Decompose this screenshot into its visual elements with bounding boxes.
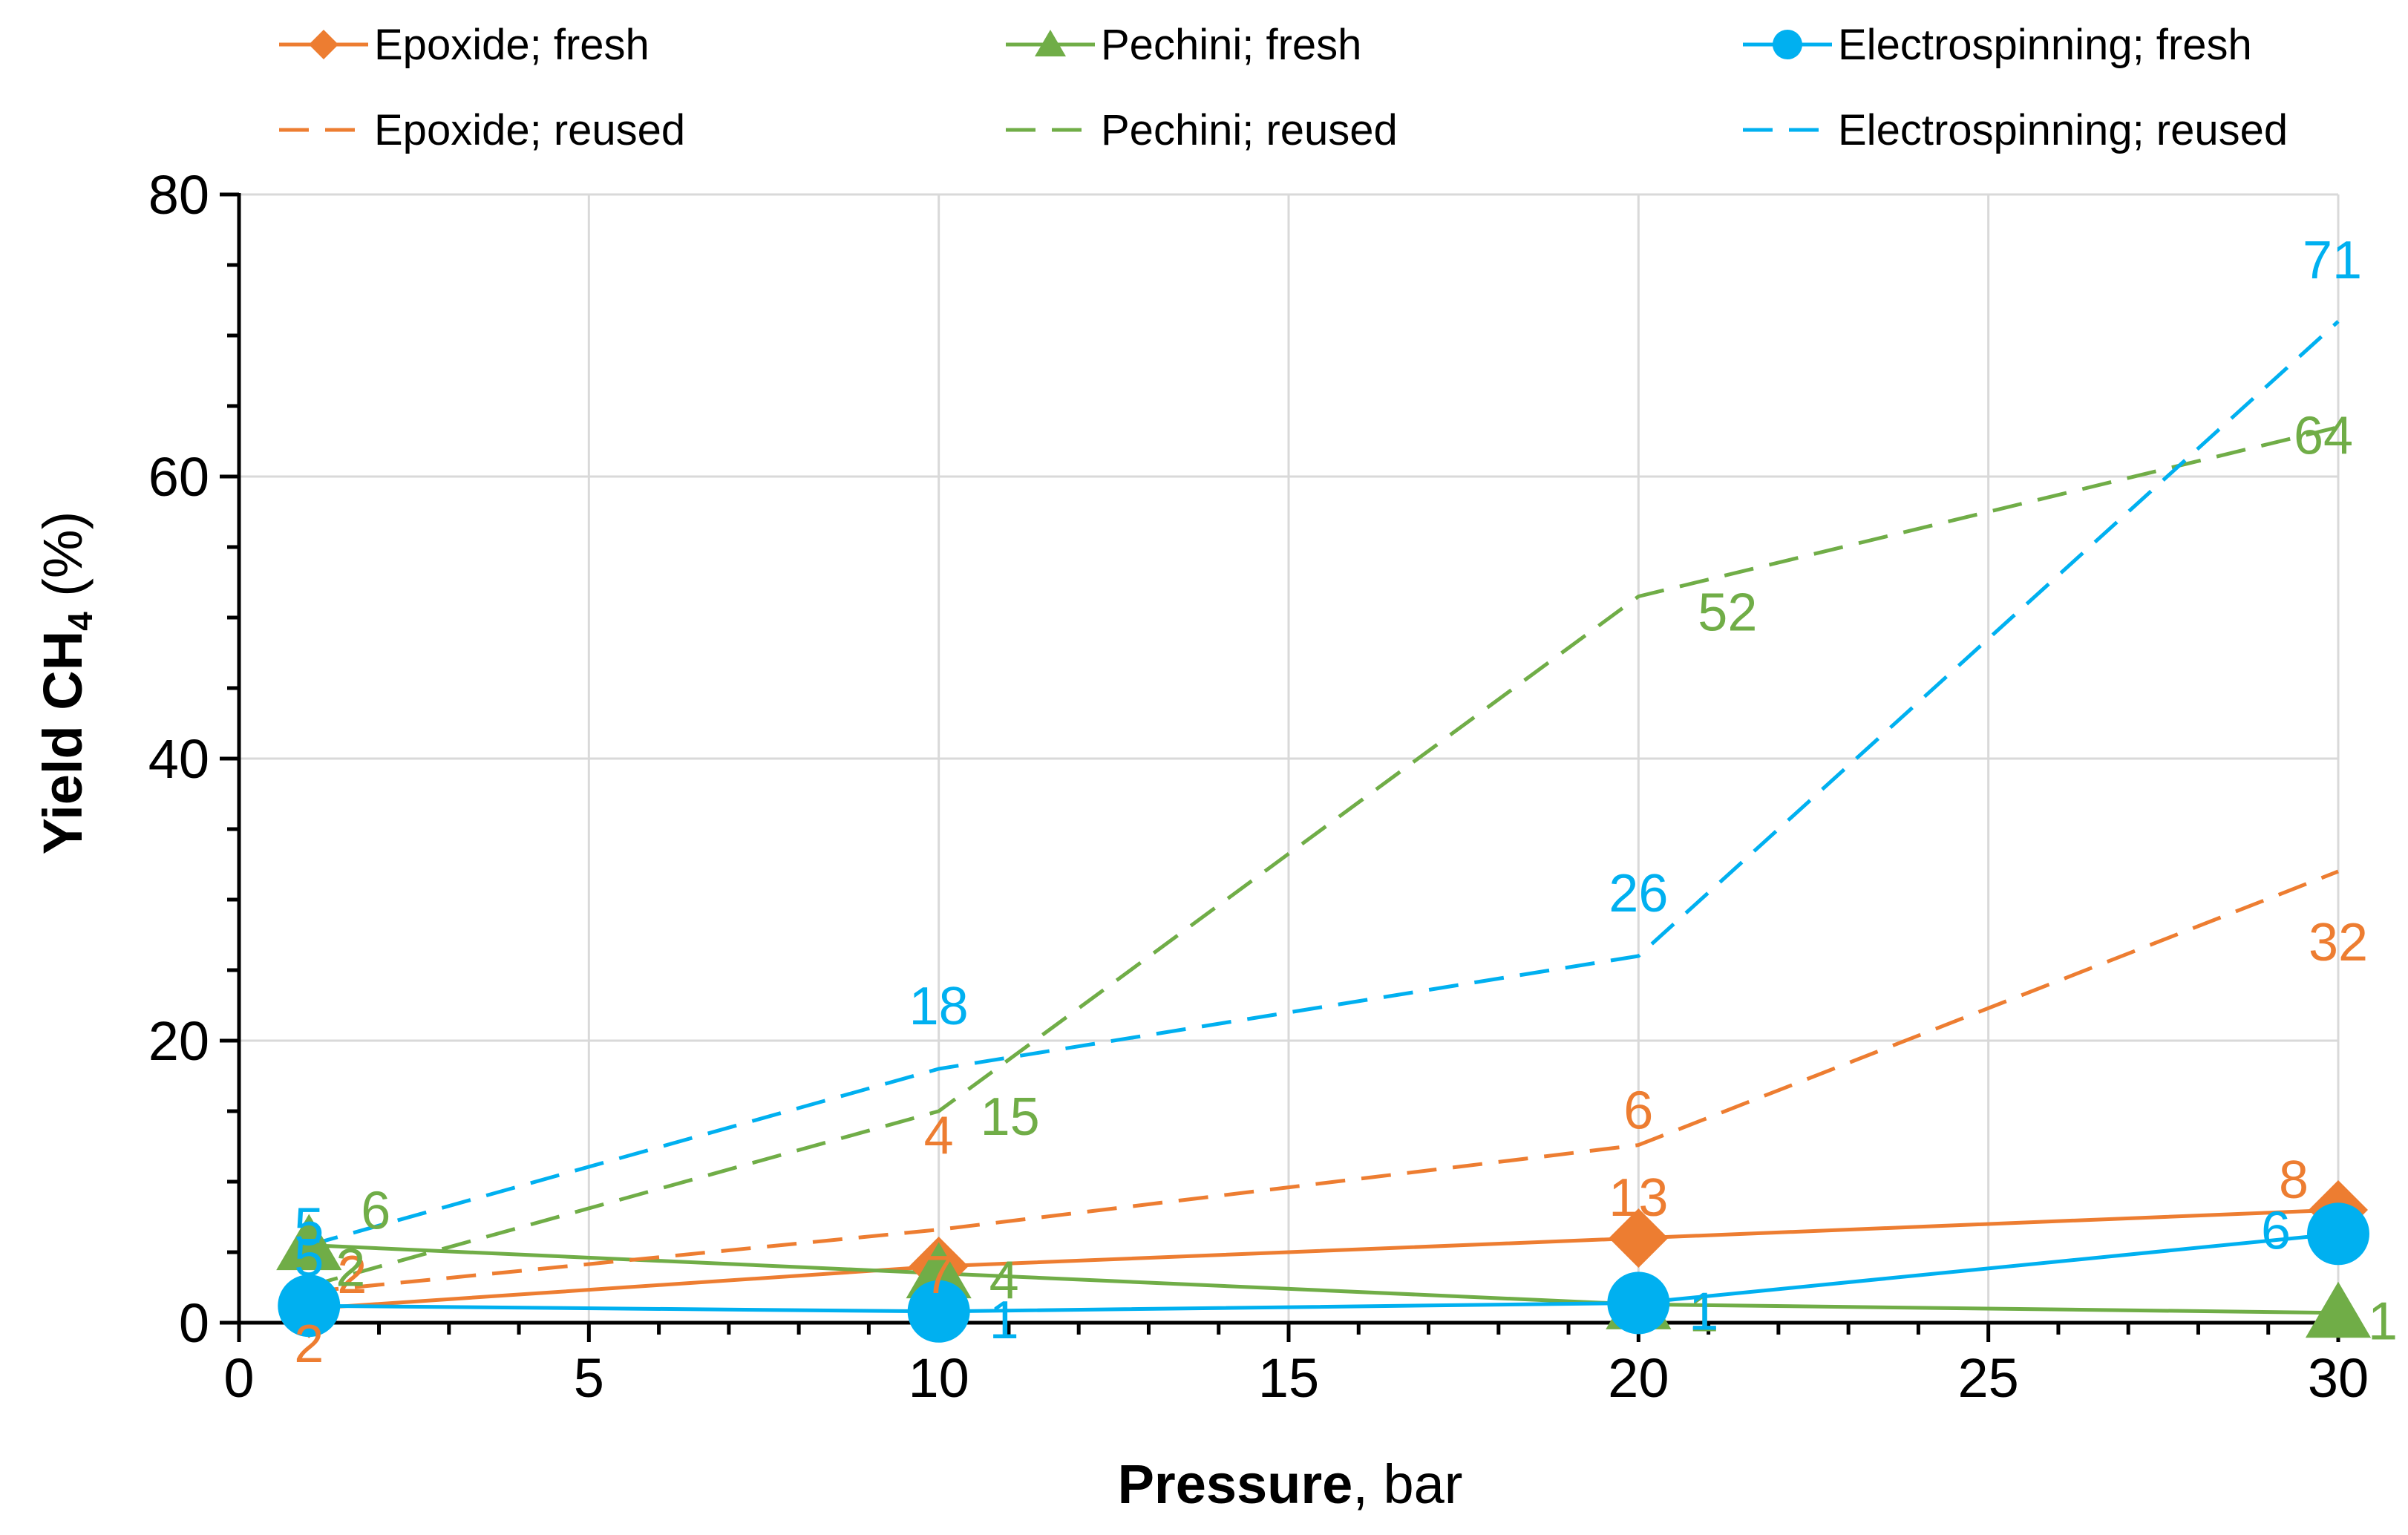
data-label-1-3: 1 [2368, 1292, 2398, 1352]
x-tick-label-20: 20 [1608, 1347, 1669, 1409]
x-tick-label-10: 10 [909, 1347, 969, 1409]
y-tick-label-0: 0 [179, 1292, 209, 1354]
marker-2-1 [907, 1280, 970, 1343]
series-line-5 [308, 320, 2340, 1247]
data-label-3-1: 4 [924, 1107, 954, 1166]
y-tick-label-40: 40 [148, 728, 209, 790]
marker-2-2 [1607, 1271, 1670, 1335]
data-label-2-0: 5 [294, 1228, 324, 1288]
data-label-4-3: 64 [2294, 407, 2353, 466]
legend-label-0: Epoxide; fresh [374, 21, 650, 69]
data-label-0-2: 13 [1609, 1168, 1668, 1228]
data-label-1-0: 6 [361, 1182, 390, 1241]
x-tick-label-25: 25 [1958, 1347, 2019, 1409]
y-tick-label-60: 60 [148, 446, 209, 508]
marker-2-0 [278, 1274, 341, 1338]
data-label-5-3: 71 [2303, 231, 2362, 290]
data-label-0-0: 2 [294, 1315, 324, 1374]
marker-0-2 [1609, 1208, 1669, 1268]
series-line-0 [309, 1208, 2339, 1311]
y-axis-label: Yield CH4 (%) [32, 511, 99, 855]
legend-marker-0 [309, 30, 338, 59]
x-tick-label-5: 5 [574, 1347, 604, 1409]
x-tick-label-15: 15 [1258, 1347, 1319, 1409]
data-label-0-1: 7 [924, 1246, 954, 1305]
marker-1-3 [2305, 1281, 2372, 1338]
marker-1-0 [276, 1214, 342, 1271]
x-axis-label-bold: Pressure [1118, 1453, 1353, 1515]
data-label-5-0: 5 [294, 1198, 324, 1257]
y-axis-label-main: Yield CH [32, 631, 94, 855]
data-label-2-3: 6 [2261, 1201, 2291, 1260]
data-label-2-1: 1 [989, 1291, 1019, 1350]
legend-label-2: Electrospinning; fresh [1838, 21, 2252, 69]
series-line-2 [309, 1231, 2339, 1314]
y-tick-label-20: 20 [148, 1010, 209, 1072]
y-tick-label-80: 80 [148, 164, 209, 226]
legend-marker-2 [1773, 30, 1802, 59]
legend: Epoxide; fresh Pechini; fresh Electrospinn… [279, 21, 2288, 154]
marker-2-3 [2307, 1202, 2369, 1266]
legend-label-4: Pechini; reused [1101, 106, 1398, 154]
data-label-5-2: 26 [1609, 864, 1668, 923]
marker-1-1 [906, 1242, 972, 1299]
data-label-1-2: 1 [1689, 1283, 1718, 1343]
legend-label-5: Electrospinning; reused [1838, 106, 2288, 154]
series-line-1 [309, 1243, 2339, 1315]
y-axis-label-sub: 4 [61, 612, 99, 631]
x-axis-label-rest: , bar [1352, 1453, 1462, 1515]
series-line-3 [309, 869, 2339, 1294]
x-tick-label-0: 0 [223, 1347, 254, 1409]
series-line-4 [308, 425, 2339, 1289]
legend-marker-1 [1035, 30, 1066, 56]
grid [239, 193, 2340, 1323]
data-label-3-3: 32 [2309, 913, 2368, 972]
x-axis-label: Pressure, bar [1118, 1453, 1463, 1515]
data-label-4-1: 15 [981, 1087, 1040, 1147]
data-label-2-2: 1 [1689, 1282, 1718, 1341]
data-label-5-1: 18 [909, 977, 969, 1036]
data-label-4-0: 2 [336, 1239, 365, 1298]
data-label-4-2: 52 [1698, 583, 1757, 643]
data-label-1-1: 4 [989, 1251, 1019, 1311]
legend-label-3: Epoxide; reused [374, 106, 685, 154]
legend-label-1: Pechini; fresh [1101, 21, 1361, 69]
series-lines [308, 320, 2340, 1315]
data-label-3-2: 6 [1623, 1081, 1653, 1141]
series-markers [276, 1180, 2372, 1343]
y-axis-label-unit: (%) [32, 511, 94, 612]
data-label-3-0: 2 [337, 1246, 367, 1305]
data-label-0-3: 8 [2279, 1151, 2309, 1210]
x-tick-label-30: 30 [2308, 1347, 2369, 1409]
